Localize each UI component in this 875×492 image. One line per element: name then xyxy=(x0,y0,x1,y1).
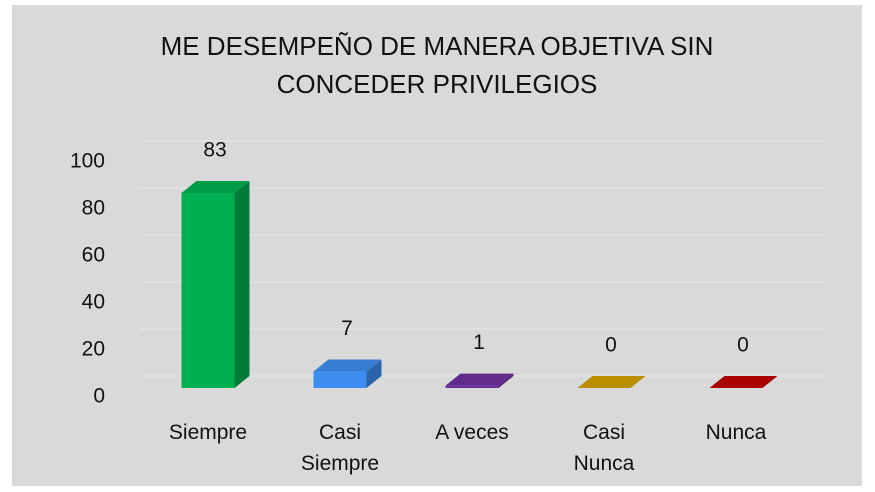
y-tick-label: 80 xyxy=(82,197,105,220)
bar-side xyxy=(498,373,514,388)
value-label: 0 xyxy=(737,334,749,357)
x-tick-label: A veces xyxy=(435,421,509,444)
bar-side xyxy=(234,180,250,388)
x-tick-label: Nunca xyxy=(705,421,767,444)
y-tick-label: 100 xyxy=(70,150,105,173)
bar xyxy=(181,180,250,388)
bar-top xyxy=(577,376,646,388)
x-tick-label: Casi Siempre xyxy=(300,421,380,475)
y-tick-label: 0 xyxy=(93,385,105,408)
bar-side xyxy=(366,359,382,388)
value-label: 7 xyxy=(341,317,353,340)
x-tick-label: Casi Nunca xyxy=(573,421,635,475)
y-tick-label: 60 xyxy=(82,244,105,267)
bar-top xyxy=(709,376,778,388)
bar xyxy=(577,376,646,388)
bar-top xyxy=(445,373,514,386)
chart-title: ME DESEMPEÑO DE MANERA OBJETIVA SIN CONC… xyxy=(160,31,714,99)
x-tick-label: Siempre xyxy=(168,421,248,444)
value-label: 0 xyxy=(605,334,617,357)
bar xyxy=(709,376,778,388)
value-label: 83 xyxy=(203,138,226,161)
y-tick-label: 40 xyxy=(82,291,105,314)
bar-front xyxy=(445,385,499,388)
bar xyxy=(313,359,382,388)
y-tick-label: 20 xyxy=(82,338,105,361)
bar-front xyxy=(181,192,235,388)
bar-front xyxy=(313,371,367,388)
bar xyxy=(445,373,514,388)
bar-top xyxy=(313,359,382,372)
background xyxy=(12,5,862,486)
bar-top xyxy=(181,180,250,193)
value-label: 1 xyxy=(473,331,485,354)
